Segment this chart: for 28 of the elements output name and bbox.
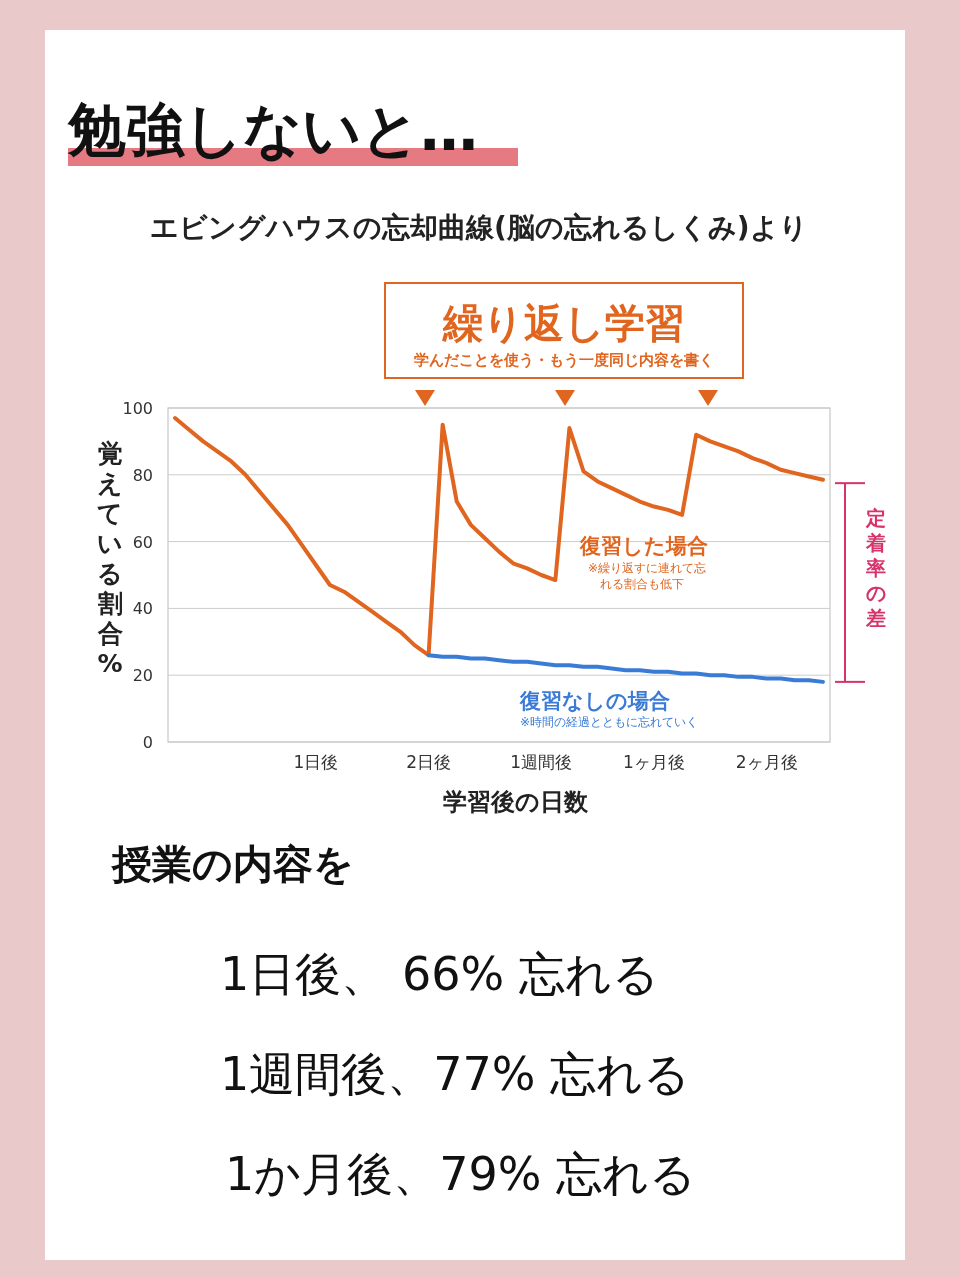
chart-subtitle: エビングハウスの忘却曲線(脳の忘れるしくみ)より bbox=[150, 211, 808, 244]
text: 定着率の差 bbox=[865, 506, 886, 630]
y-tick-label: 20 bbox=[132, 666, 153, 686]
chart-title: 勉強しないと… bbox=[67, 96, 478, 164]
annotation: ※繰り返すに連れて忘れる割合も低下 bbox=[588, 561, 707, 591]
x-tick-label: 1日後 bbox=[293, 752, 339, 772]
y-tick-label: 40 bbox=[132, 599, 153, 619]
annotation: ※時間の経過とともに忘れていく bbox=[520, 715, 699, 729]
y-tick-label: 100 bbox=[122, 399, 153, 418]
line-series bbox=[426, 653, 825, 684]
y-tick-label: 0 bbox=[142, 733, 153, 752]
line-series bbox=[173, 416, 825, 658]
x-tick-label: 2ヶ月後 bbox=[735, 752, 798, 772]
text: 1か月後、79% 忘れる bbox=[225, 1147, 697, 1201]
y-axis-title: 覚えている割合% bbox=[96, 439, 123, 678]
text: 授業の内容を bbox=[110, 841, 354, 887]
x-tick-label: 1週間後 bbox=[510, 752, 573, 772]
x-axis-title: 学習後の日数 bbox=[442, 788, 589, 816]
text: 学んだことを使う・もう一度同じ内容を書く bbox=[414, 351, 714, 369]
y-tick-label: 80 bbox=[132, 465, 153, 485]
series-label: 復習した場合 bbox=[579, 534, 708, 558]
series-label: 復習なしの場合 bbox=[519, 689, 670, 713]
x-tick-label: 1ヶ月後 bbox=[623, 752, 685, 772]
text: 1週間後、77% 忘れる bbox=[220, 1047, 691, 1101]
text: 繰り返し学習 bbox=[442, 300, 685, 346]
text: 1日後、 66% 忘れる bbox=[220, 947, 659, 1001]
y-tick-label: 60 bbox=[132, 532, 153, 552]
x-tick-label: 2日後 bbox=[406, 752, 451, 772]
